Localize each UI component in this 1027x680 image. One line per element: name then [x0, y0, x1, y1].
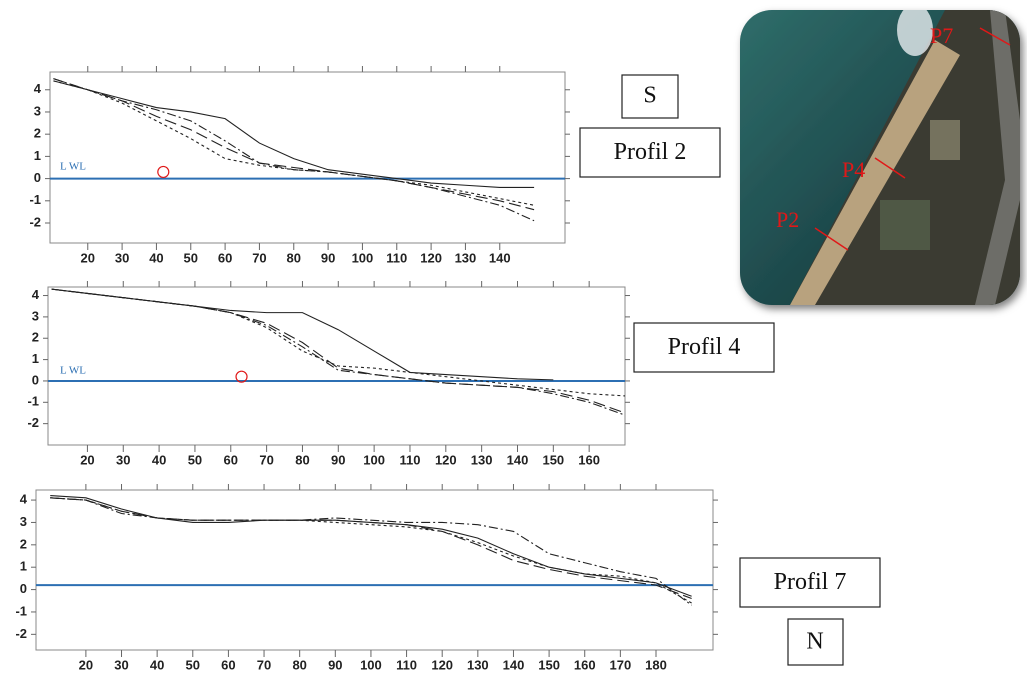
block: [880, 200, 930, 250]
x-tick-label: 80: [287, 250, 301, 265]
x-tick-label: 110: [399, 452, 420, 467]
x-tick-label: 150: [542, 452, 564, 467]
block: [930, 120, 960, 160]
x-tick-label: 130: [455, 250, 477, 265]
x-tick-label: 90: [328, 657, 342, 672]
y-tick-label: 3: [34, 103, 41, 118]
chart: -2 -1 0 1 2 3 4 20 30 40 50 60 70 80 90 100 110 120 130 140…: [27, 281, 774, 467]
x-tick-label: 130: [471, 452, 493, 467]
x-tick-label: 20: [79, 657, 93, 672]
x-tick-label: 80: [292, 657, 306, 672]
y-tick-label: 1: [34, 148, 41, 163]
x-tick-label: 90: [321, 250, 335, 265]
x-tick-label: 40: [150, 657, 164, 672]
x-tick-label: 40: [149, 250, 163, 265]
chart: -2 -1 0 1 2 3 4 20 30 40 50 60 70 80 90 100 110 120 130 140…: [29, 66, 720, 265]
y-tick-label: 1: [32, 351, 39, 366]
y-tick-label: -1: [27, 394, 39, 409]
y-tick-label: 3: [32, 308, 39, 323]
y-tick-label: 4: [34, 81, 42, 96]
x-tick-label: 180: [645, 657, 667, 672]
map: P7 P4 P2: [740, 4, 1020, 305]
x-tick-label: 140: [489, 250, 511, 265]
x-tick-label: 120: [431, 657, 453, 672]
marina: [897, 4, 933, 56]
x-tick-label: 30: [115, 250, 129, 265]
profile-label: Profil 7: [774, 569, 847, 595]
water-level-label: L WL: [60, 161, 86, 173]
profile-line: [53, 81, 534, 188]
x-tick-label: 70: [252, 250, 266, 265]
y-tick-label: 4: [32, 287, 40, 302]
x-tick-label: 60: [224, 452, 238, 467]
y-tick-label: -1: [29, 192, 41, 207]
map-label: P4: [842, 157, 865, 182]
y-tick-label: 2: [20, 536, 27, 551]
x-tick-label: 100: [363, 452, 385, 467]
chart: -2 -1 0 1 2 3 4 20 30 40 50 60 70 80 90 100 110 120 130 140…: [15, 484, 880, 672]
x-tick-label: 100: [360, 657, 382, 672]
x-tick-label: 130: [467, 657, 489, 672]
map-label: P7: [930, 23, 953, 48]
profile-line: [52, 289, 625, 415]
plot-frame: [50, 72, 565, 243]
x-tick-label: 60: [218, 250, 232, 265]
x-tick-label: 110: [386, 250, 407, 265]
profile-line: [50, 498, 691, 605]
y-tick-label: 4: [20, 492, 28, 507]
y-tick-label: -2: [29, 214, 41, 229]
profile-line: [52, 289, 625, 413]
profile-label: Profil 2: [614, 139, 687, 165]
x-tick-label: 140: [503, 657, 525, 672]
map-label: P2: [776, 207, 799, 232]
profile-line: [50, 498, 691, 599]
x-tick-label: 70: [257, 657, 271, 672]
y-tick-label: -2: [15, 626, 27, 641]
x-tick-label: 60: [221, 657, 235, 672]
marker: [158, 166, 169, 177]
x-tick-label: 120: [420, 250, 442, 265]
y-tick-label: 0: [34, 170, 41, 185]
x-tick-label: 150: [538, 657, 560, 672]
south-label: S: [643, 83, 656, 109]
y-tick-label: 0: [20, 581, 27, 596]
profile-line: [50, 496, 691, 597]
y-tick-label: 2: [32, 330, 39, 345]
profile-label: Profil 4: [668, 334, 741, 360]
profile-line: [52, 289, 554, 380]
x-tick-label: 30: [114, 657, 128, 672]
x-tick-label: 50: [184, 250, 198, 265]
x-tick-label: 140: [507, 452, 529, 467]
x-tick-label: 50: [188, 452, 202, 467]
y-tick-label: -1: [15, 603, 27, 618]
figure: P7 P4 P2 S N -2-101234203040506070809010…: [0, 0, 1027, 680]
y-tick-label: 0: [32, 372, 39, 387]
plot-frame: [48, 287, 625, 445]
x-tick-label: 30: [116, 452, 130, 467]
x-tick-label: 120: [435, 452, 457, 467]
x-tick-label: 50: [186, 657, 200, 672]
profile-line: [50, 498, 691, 603]
x-tick-label: 170: [610, 657, 632, 672]
x-tick-label: 160: [578, 452, 600, 467]
x-tick-label: 20: [81, 250, 95, 265]
x-tick-label: 90: [331, 452, 345, 467]
y-tick-label: 2: [34, 126, 41, 141]
x-tick-label: 100: [352, 250, 374, 265]
x-tick-label: 160: [574, 657, 596, 672]
profile-line: [53, 79, 534, 210]
x-tick-label: 80: [295, 452, 309, 467]
y-tick-label: 3: [20, 514, 27, 529]
x-tick-label: 110: [396, 657, 417, 672]
water-level-label: L WL: [60, 365, 86, 377]
x-tick-label: 40: [152, 452, 166, 467]
north-label: N: [806, 629, 823, 655]
y-tick-label: 1: [20, 559, 27, 574]
y-tick-label: -2: [27, 415, 39, 430]
x-tick-label: 20: [80, 452, 94, 467]
x-tick-label: 70: [259, 452, 273, 467]
